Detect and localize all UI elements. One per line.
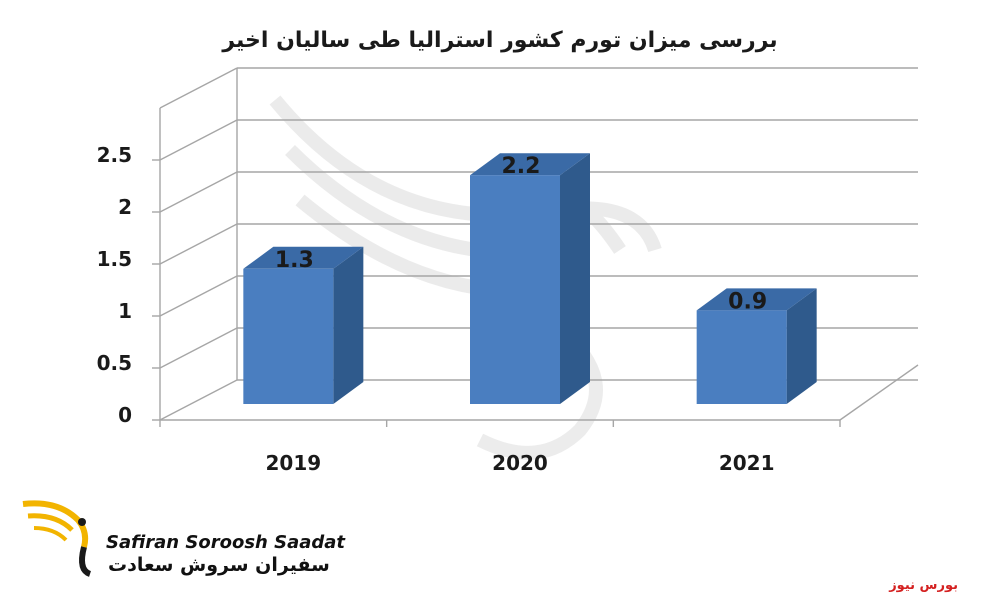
data-label: 1.3 bbox=[275, 248, 314, 273]
floor-right-edge bbox=[839, 364, 919, 421]
y-tick-label: 0 bbox=[118, 403, 132, 427]
bar-top bbox=[470, 153, 590, 176]
side-gridline bbox=[159, 327, 238, 369]
axis-layer: 0 0.5 1 1.5 2 2.5 2019 2020 2021 bbox=[97, 143, 841, 475]
logo-latin-text: Safiran Soroosh Saadat bbox=[106, 532, 346, 553]
chart-title: بررسی میزان تورم کشور استرالیا طی سالیان… bbox=[222, 28, 778, 53]
bar-front bbox=[696, 310, 787, 404]
bar-top bbox=[696, 288, 817, 311]
side-gridline bbox=[159, 171, 238, 213]
x-tick-label: 2020 bbox=[492, 451, 548, 475]
bar-side bbox=[560, 153, 590, 404]
data-label: 2.2 bbox=[502, 154, 541, 179]
y-tick-label: 2.5 bbox=[97, 143, 132, 167]
side-gridline bbox=[159, 275, 238, 317]
bar-top bbox=[243, 246, 364, 269]
bar-side bbox=[333, 246, 364, 404]
labels-layer: 1.3 2.2 0.9 bbox=[275, 154, 767, 314]
x-tick-label: 2019 bbox=[265, 451, 321, 475]
source-label: بورس نیوز bbox=[889, 578, 958, 593]
side-gridline bbox=[159, 119, 238, 161]
y-tick-label: 2 bbox=[118, 195, 132, 219]
logo-persian-text: سفیران سروش سعادت bbox=[108, 554, 330, 576]
y-tick-label: 0.5 bbox=[97, 351, 132, 375]
eagle-logo-icon bbox=[22, 500, 92, 577]
side-gridline bbox=[159, 379, 238, 421]
bar-front bbox=[470, 175, 560, 404]
y-tick-label: 1 bbox=[118, 299, 132, 323]
bar bbox=[696, 288, 817, 404]
company-logo: Safiran Soroosh Saadat سفیران سروش سعادت bbox=[18, 492, 345, 582]
bars-layer bbox=[243, 153, 817, 404]
side-gridline bbox=[159, 67, 238, 109]
bar-side bbox=[786, 288, 817, 404]
bar-front bbox=[243, 268, 334, 404]
data-label: 0.9 bbox=[728, 289, 767, 314]
side-gridline bbox=[159, 223, 238, 265]
bar bbox=[243, 246, 364, 404]
y-tick-label: 1.5 bbox=[97, 247, 132, 271]
bar bbox=[470, 153, 590, 404]
x-tick-label: 2021 bbox=[719, 451, 775, 475]
